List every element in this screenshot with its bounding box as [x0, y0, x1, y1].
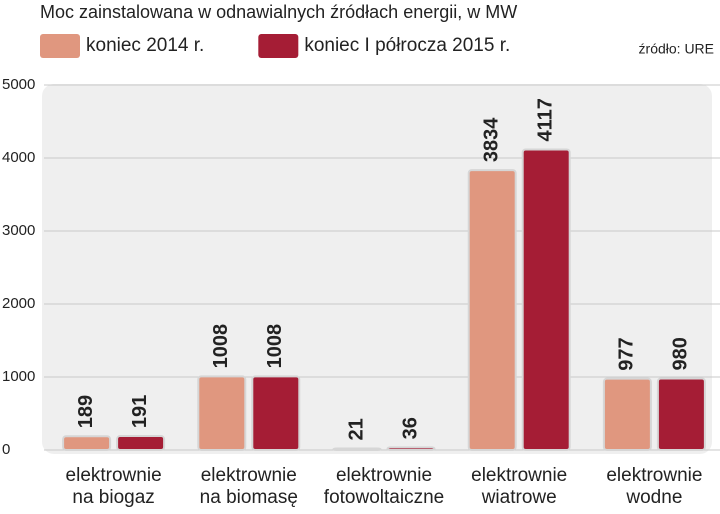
bar [386, 446, 436, 452]
legend-swatch [258, 34, 299, 58]
x-tick-label: elektrownie na biogaz [66, 465, 162, 508]
bar [116, 435, 166, 452]
legend-label: koniec 2014 r. [86, 35, 204, 56]
bar [602, 377, 652, 451]
x-tick-label: elektrownie wiatrowe [471, 465, 567, 508]
bar [467, 169, 517, 451]
value-label: 189 [75, 395, 97, 428]
value-label: 36 [399, 417, 421, 439]
value-label: 977 [616, 337, 638, 370]
value-label: 191 [129, 395, 151, 428]
legend-label: koniec I półrocza 2015 r. [304, 35, 510, 56]
y-tick-label: 2000 [2, 295, 35, 312]
x-tick-label: elektrownie fotowoltaiczne [324, 465, 444, 508]
value-label: 980 [670, 337, 692, 370]
value-label: 3834 [480, 117, 502, 162]
bar [197, 375, 247, 451]
x-tick-label: elektrownie na biomasę [200, 465, 298, 508]
bar [332, 447, 382, 452]
y-tick-label: 5000 [2, 76, 35, 93]
y-tick-label: 3000 [2, 222, 35, 239]
x-tick-label: elektrownie wodne [606, 465, 702, 508]
value-label: 1008 [264, 324, 286, 369]
bar [521, 148, 571, 451]
y-tick-label: 1000 [2, 368, 35, 385]
legend-swatch [40, 34, 80, 58]
value-label: 21 [345, 418, 367, 440]
bar [656, 377, 706, 451]
bar [251, 375, 301, 451]
y-tick-label: 4000 [2, 149, 35, 166]
source-note: źródło: URE [639, 41, 714, 57]
chart-title: Moc zainstalowana w odnawialnych źródłac… [40, 2, 517, 22]
value-label: 1008 [210, 324, 232, 368]
bar [62, 435, 112, 452]
value-label: 4117 [534, 98, 556, 141]
y-tick-label: 0 [2, 441, 10, 458]
